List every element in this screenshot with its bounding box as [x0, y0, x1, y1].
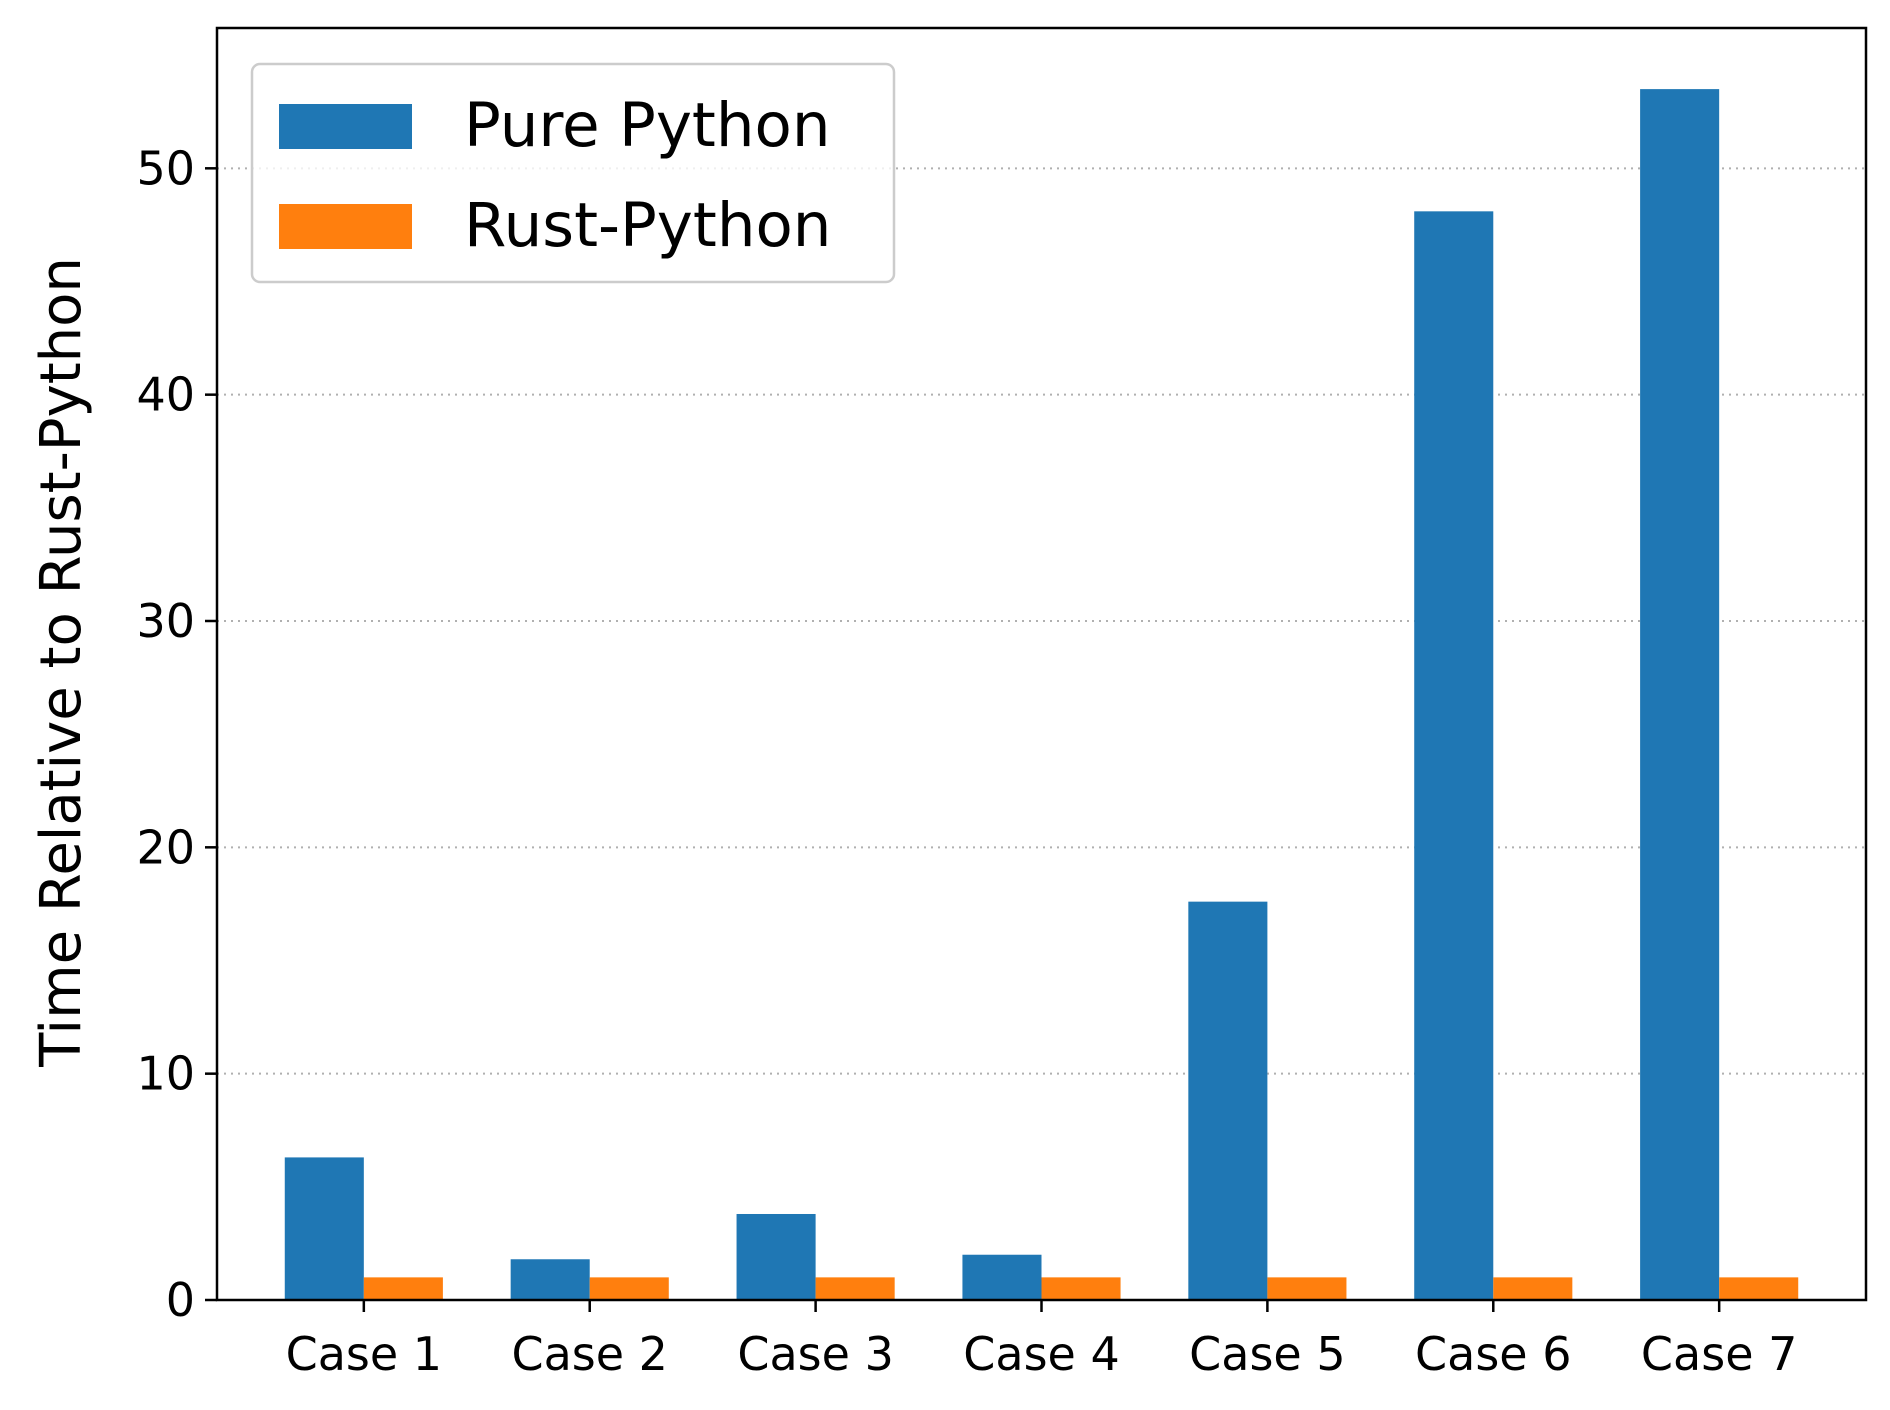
- bar-pure-python-2: [510, 1259, 590, 1300]
- bar-rust-python-7: [1719, 1277, 1799, 1300]
- x-tick-label-2: Case 2: [511, 1327, 667, 1381]
- y-axis-title: Time Relative to Rust-Python: [29, 257, 94, 1068]
- bar-pure-python-7: [1640, 89, 1720, 1300]
- bar-rust-python-6: [1493, 1277, 1573, 1300]
- bar-rust-python-1: [363, 1277, 443, 1300]
- legend-swatch-2: [279, 204, 412, 249]
- bars: [284, 89, 1799, 1301]
- legend-label-2: Rust-Python: [464, 190, 831, 261]
- y-axis: 0 10 20 30 40 50: [136, 141, 217, 1327]
- x-tick-label-4: Case 4: [963, 1327, 1119, 1381]
- bar-rust-python-2: [589, 1277, 669, 1300]
- bar-pure-python-6: [1414, 211, 1494, 1301]
- y-tick-label-10: 10: [136, 1047, 195, 1101]
- x-tick-label-3: Case 3: [737, 1327, 893, 1381]
- bar-rust-python-3: [815, 1277, 895, 1300]
- legend-label-1: Pure Python: [464, 90, 830, 161]
- bar-pure-python-3: [736, 1213, 816, 1300]
- legend-box: [250, 62, 896, 284]
- y-tick-label-20: 20: [136, 820, 195, 874]
- y-tick-label-0: 0: [166, 1273, 195, 1327]
- bar-pure-python-5: [1188, 901, 1268, 1300]
- bar-pure-python-4: [962, 1254, 1042, 1300]
- bar-rust-python-5: [1267, 1277, 1347, 1300]
- x-tick-label-1: Case 1: [286, 1327, 442, 1381]
- x-tick-label-7: Case 7: [1641, 1327, 1797, 1381]
- x-tick-label-5: Case 5: [1189, 1327, 1345, 1381]
- y-tick-label-50: 50: [136, 141, 195, 195]
- x-tick-label-6: Case 6: [1415, 1327, 1571, 1381]
- bar-rust-python-4: [1041, 1277, 1121, 1300]
- bar-pure-python-1: [284, 1157, 364, 1300]
- y-tick-label-40: 40: [136, 368, 195, 422]
- legend-swatch-1: [279, 104, 412, 149]
- legend: Pure Python Rust-Python: [250, 62, 896, 284]
- x-axis: Case 1 Case 2 Case 3 Case 4 Case 5 Case 6 Case…: [286, 1300, 1797, 1381]
- y-tick-label-30: 30: [136, 594, 195, 648]
- gridlines: [217, 167, 1866, 1075]
